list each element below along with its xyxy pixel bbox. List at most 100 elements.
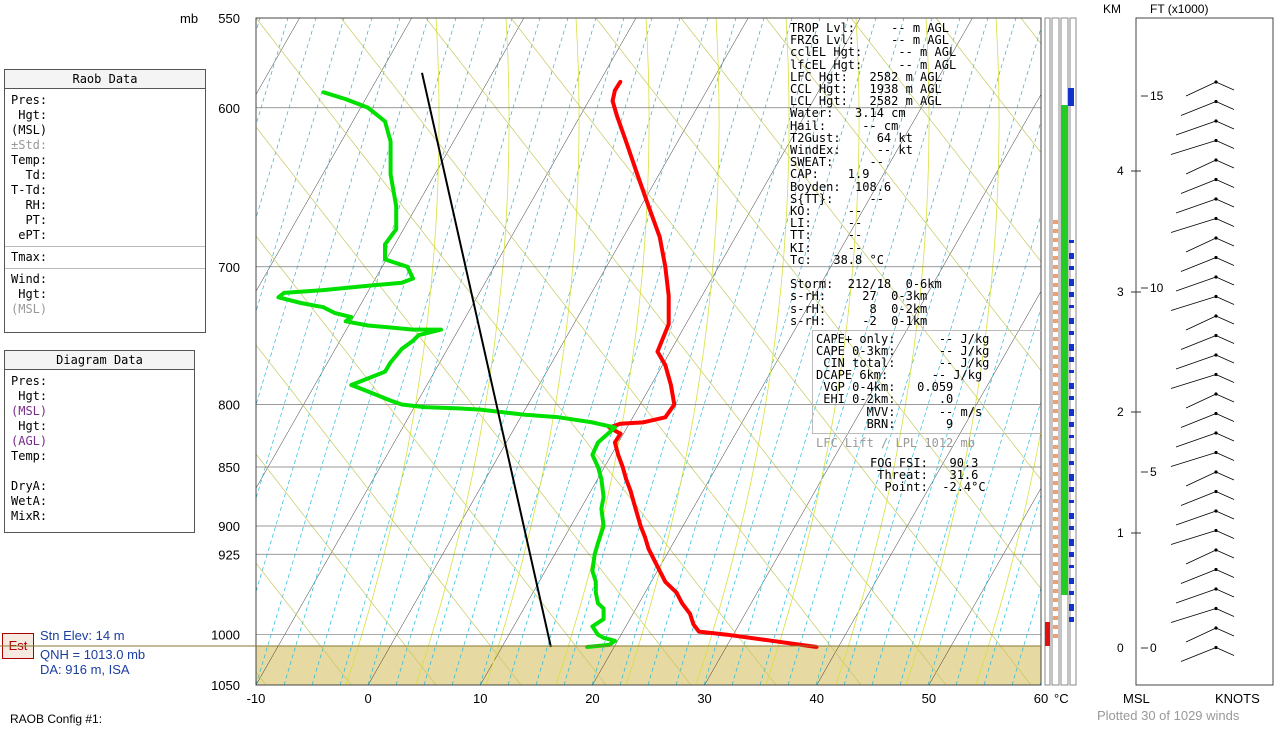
profile-point [411,338,415,343]
qnh-label: QNH = 1013.0 mb [40,647,146,662]
strip-mark [1069,292,1074,297]
wind-barb-dot [1214,606,1218,611]
profile-point [366,283,370,288]
profile-point [383,257,387,262]
lift-indices: CAPE+ only: -- J/kg CAPE 0-3km: -- J/kg C… [816,333,989,430]
wind-barb-flag [1215,296,1235,305]
wind-barb-dot [1214,99,1218,104]
profile-point [383,369,387,374]
profile-point [770,639,774,643]
temp-tick-label: 40 [809,691,823,706]
strip-mark [1053,607,1058,611]
profile-point [593,590,598,595]
dry-adiabat-line [1020,18,1041,45]
profile-point [663,415,668,420]
wind-barb-flag [1215,588,1235,598]
pressure-tick-label: 1000 [211,628,240,643]
strip-mark [1053,463,1058,467]
index-line-6: LCL Hgt: 2582 m AGL [790,94,942,109]
diagram-row-weta: WetA: [11,494,48,508]
index-line-22: s-rH: 27 0-3km [790,289,928,304]
profile-point [638,524,643,528]
index-line-18: KI: -- [790,240,863,255]
profile-point [405,264,410,269]
wind-barb [1180,569,1217,584]
wind-barb-flag [1215,354,1235,364]
wind-barb [1175,276,1217,292]
wind-barb-flag [1215,257,1235,266]
lift-line-1: CAPE 0-3km: -- J/kg [816,344,990,359]
strip-mark [1053,526,1058,530]
strip-mark [1069,617,1074,622]
profile-point [500,410,505,415]
diagram-data-panel: Diagram Data Pres: Hgt: (MSL) Hgt: (AGL)… [4,350,195,533]
strip-mark [1053,598,1058,602]
profile-point [366,389,370,394]
temp-tick-label: 30 [697,691,711,706]
strip-mark [1069,370,1074,373]
index-line-10: WindEx: -- kt [790,143,913,158]
wind-barb-flag [1215,237,1235,247]
profile-point [394,204,398,208]
wind-barb-flag [1215,335,1235,344]
profile-point [349,383,354,387]
isotherm-line [928,487,1041,685]
mixing-ratio-line [0,18,120,685]
km-tick-label: 3 [1117,285,1124,299]
index-line-16: LI: -- [790,216,863,231]
strip-mark [1053,508,1058,512]
raob-row-hgt: Hgt: [11,108,48,122]
moist-adiabat-line [415,18,510,685]
wind-barb-flag [1215,432,1235,442]
strip-mark [1069,487,1074,492]
profile-point [697,629,701,634]
strip-mark [1053,310,1058,314]
dry-adiabat-line [765,18,1041,372]
profile-point [646,204,651,208]
profile-point [624,139,628,144]
fog-line-1: Threat: 31.6 [870,468,979,483]
dry-adiabat-line [256,18,777,685]
profile-point [349,315,354,319]
lift-line-2: CIN total: -- J/kg [816,356,990,371]
profile-point [590,420,595,425]
profile-point [383,119,387,124]
wind-barb-dot [1214,372,1218,377]
profile-point [655,349,660,354]
profile-series-2 [421,72,552,648]
index-line-21: Storm: 212/18 0-6km [790,277,942,292]
profile-point [613,425,617,430]
strip-mark [1053,355,1058,359]
dry-adiabat-line [256,453,437,685]
moist-adiabat-line [485,18,580,685]
moist-adiabat-line [1046,18,1139,685]
strip-mark [1069,279,1074,286]
wind-barb [1180,335,1217,350]
strip-mark [1069,240,1074,243]
profile-point [596,465,600,469]
wind-barb-dot [1214,314,1218,318]
wind-barb [1185,81,1217,97]
diagram-data-title: Diagram Data [5,351,194,370]
strip-mark [1053,616,1058,620]
density-altitude: DA: 916 m, ISA [40,662,130,677]
wind-barb [1180,647,1217,662]
strip-mark [1069,526,1074,530]
profile-point [332,311,337,315]
wind-barb [1175,198,1217,214]
raob-row-tmax: Tmax: [11,250,48,264]
profile-point [383,242,387,247]
wind-barb-dot [1214,411,1218,416]
profile-point [596,440,600,445]
raob-data-panel: Raob Data Pres: Hgt: (MSL) ±Std: Temp: T… [4,69,206,333]
raob-row-wind-hgt: Hgt: [11,287,48,301]
profile-point [416,333,421,337]
lift-indices-box [812,330,1041,434]
wind-barb-dot [1214,587,1218,591]
index-line-0: TROP Lvl: -- m AGL [790,21,949,35]
dry-adiabat-line [256,235,607,685]
strip-mark [1069,474,1074,481]
strip-mark [1053,427,1058,431]
profile-point [596,601,600,606]
